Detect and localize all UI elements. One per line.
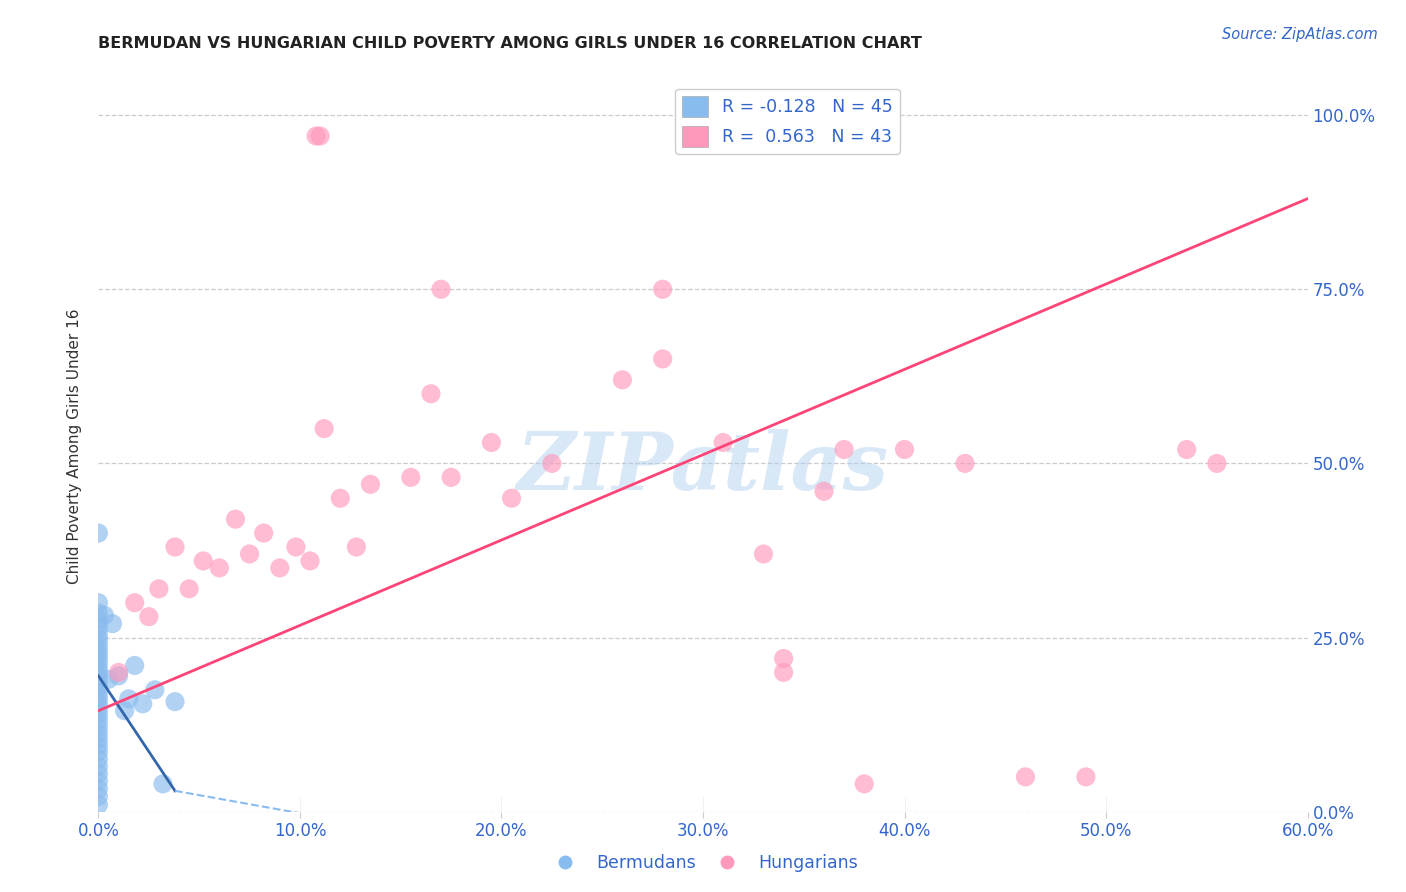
Point	[305, 128, 328, 143]
Point	[87, 789, 110, 804]
Point	[360, 477, 382, 491]
Point	[399, 470, 422, 484]
Point	[87, 648, 110, 662]
Point	[87, 774, 110, 789]
Point	[148, 582, 170, 596]
Point	[152, 777, 174, 791]
Point	[87, 620, 110, 634]
Point	[143, 682, 166, 697]
Text: BERMUDAN VS HUNGARIAN CHILD POVERTY AMONG GIRLS UNDER 16 CORRELATION CHART: BERMUDAN VS HUNGARIAN CHILD POVERTY AMON…	[98, 36, 922, 51]
Point	[1074, 770, 1097, 784]
Point	[93, 608, 115, 623]
Point	[87, 714, 110, 728]
Y-axis label: Child Poverty Among Girls Under 16: Child Poverty Among Girls Under 16	[67, 309, 83, 583]
Point	[87, 752, 110, 766]
Point	[87, 707, 110, 722]
Point	[953, 457, 976, 471]
Point	[107, 665, 129, 680]
Point	[87, 690, 110, 705]
Point	[87, 732, 110, 747]
Point	[752, 547, 775, 561]
Point	[107, 669, 129, 683]
Point	[193, 554, 215, 568]
Point	[309, 128, 332, 143]
Point	[87, 613, 110, 627]
Point	[612, 373, 634, 387]
Point	[772, 665, 794, 680]
Point	[832, 442, 855, 457]
Point	[344, 540, 367, 554]
Legend: R = -0.128   N = 45, R =  0.563   N = 43: R = -0.128 N = 45, R = 0.563 N = 43	[675, 89, 900, 154]
Point	[163, 540, 186, 554]
Point	[118, 691, 141, 706]
Point	[87, 679, 110, 693]
Point	[1206, 457, 1229, 471]
Point	[87, 745, 110, 759]
Point	[208, 561, 231, 575]
Point	[440, 470, 463, 484]
Point	[1014, 770, 1036, 784]
Legend: Bermudans, Hungarians: Bermudans, Hungarians	[541, 847, 865, 879]
Point	[87, 766, 110, 780]
Point	[87, 638, 110, 652]
Point	[651, 351, 673, 366]
Point	[138, 609, 160, 624]
Point	[87, 759, 110, 773]
Point	[87, 596, 110, 610]
Point	[87, 664, 110, 678]
Point	[501, 491, 523, 506]
Point	[239, 547, 262, 561]
Point	[853, 777, 876, 791]
Point	[329, 491, 352, 506]
Point	[163, 695, 186, 709]
Point	[87, 685, 110, 699]
Point	[114, 704, 136, 718]
Point	[87, 781, 110, 796]
Point	[893, 442, 915, 457]
Point	[87, 606, 110, 620]
Point	[299, 554, 322, 568]
Point	[813, 484, 835, 499]
Point	[481, 435, 503, 450]
Point	[540, 457, 562, 471]
Point	[87, 701, 110, 715]
Point	[179, 582, 201, 596]
Text: Source: ZipAtlas.com: Source: ZipAtlas.com	[1222, 27, 1378, 42]
Point	[772, 651, 794, 665]
Point	[87, 526, 110, 541]
Point	[87, 720, 110, 734]
Point	[87, 726, 110, 740]
Point	[87, 696, 110, 710]
Point	[101, 616, 124, 631]
Text: ZIPatlas: ZIPatlas	[517, 429, 889, 507]
Point	[87, 653, 110, 667]
Point	[314, 421, 336, 435]
Point	[269, 561, 291, 575]
Point	[284, 540, 307, 554]
Point	[132, 697, 155, 711]
Point	[430, 282, 453, 296]
Point	[87, 632, 110, 646]
Point	[87, 627, 110, 641]
Point	[87, 643, 110, 657]
Point	[87, 739, 110, 753]
Point	[124, 596, 146, 610]
Point	[651, 282, 673, 296]
Point	[124, 658, 146, 673]
Point	[87, 658, 110, 673]
Point	[87, 669, 110, 683]
Point	[87, 673, 110, 688]
Point	[224, 512, 246, 526]
Point	[253, 526, 276, 541]
Point	[711, 435, 734, 450]
Point	[97, 673, 120, 687]
Point	[1175, 442, 1198, 457]
Point	[87, 797, 110, 812]
Point	[420, 386, 443, 401]
